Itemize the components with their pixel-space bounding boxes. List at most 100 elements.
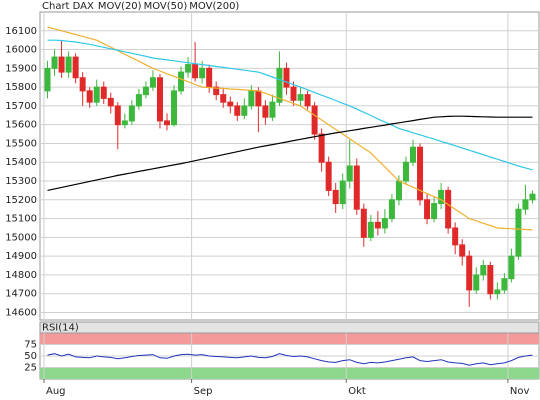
candle-body [529, 193, 536, 201]
candle-body [473, 274, 480, 291]
candle-body [128, 105, 135, 122]
y-tick-label: 15300 [5, 176, 37, 187]
candle-body [395, 180, 402, 201]
candle-body [388, 199, 395, 220]
candle-body [276, 67, 283, 103]
candle-body [325, 161, 332, 191]
candle-body [44, 67, 51, 92]
candle-body [248, 90, 255, 107]
candle-body [304, 94, 311, 107]
rsi-line [47, 353, 533, 366]
candle-body [199, 67, 206, 79]
y-tick-label: 15700 [5, 101, 37, 112]
candle-body [149, 77, 156, 88]
rsi-zone [40, 367, 539, 379]
candle-body [220, 94, 227, 103]
candle-body [311, 105, 318, 135]
candle-body [178, 71, 185, 92]
candle-body [381, 218, 388, 229]
candle-body [346, 165, 353, 182]
x-tick-label: Nov [510, 386, 530, 397]
candle-body [487, 265, 494, 295]
candle-body [156, 77, 163, 122]
candle-body [269, 101, 276, 118]
y-tick-label: 14900 [5, 251, 37, 262]
candle-body [445, 189, 452, 229]
y-tick-label: 15600 [5, 120, 37, 131]
candle-body [100, 86, 107, 99]
candle-body [522, 199, 529, 210]
candle-body [417, 146, 424, 201]
candle-body [438, 189, 445, 205]
candle-body [164, 120, 170, 126]
candle-body [51, 56, 58, 69]
candle-body [515, 208, 522, 257]
y-tick-label: 50 [24, 351, 37, 362]
plot-area [39, 11, 540, 321]
candle-body [171, 90, 178, 126]
y-tick-label: 15200 [5, 195, 37, 206]
candle-body [213, 86, 220, 96]
y-tick-label: 15100 [5, 214, 37, 225]
candle-body [121, 120, 128, 126]
rsi-header [39, 321, 540, 334]
moving-average [47, 39, 533, 171]
candle-body [459, 244, 466, 257]
moving-average [47, 26, 533, 231]
candle-body [135, 94, 142, 107]
candle-body [72, 56, 79, 79]
candle-body [262, 105, 269, 118]
candle-body [332, 189, 339, 205]
candle-body [410, 146, 416, 163]
candle-body [107, 97, 114, 107]
candle-body [86, 90, 93, 103]
candle-body [360, 208, 367, 238]
rsi-title: RSI(14) [42, 323, 79, 334]
candle-body [185, 64, 192, 73]
y-tick-label: 25 [24, 363, 37, 374]
candle-body [58, 56, 65, 73]
candle-body [452, 227, 459, 246]
y-tick-label: 14800 [5, 270, 37, 281]
moving-average [47, 115, 533, 191]
y-tick-label: 16000 [5, 45, 37, 56]
legend-entry: MOV(200) [189, 1, 239, 12]
candle-body [501, 278, 508, 291]
rsi-zone [40, 333, 539, 345]
y-tick-label: 14700 [5, 289, 37, 300]
candle-body [255, 90, 262, 107]
y-tick-label: 16100 [5, 26, 37, 37]
candle-body [318, 133, 325, 163]
y-tick-label: 75 [24, 340, 37, 351]
candle-body [241, 105, 248, 116]
candle-body [283, 67, 290, 88]
candle-body [142, 86, 149, 96]
candle-body [480, 265, 487, 276]
y-tick-label: 15000 [5, 232, 37, 243]
candle-body [367, 221, 374, 238]
candle-body [206, 67, 213, 88]
candle-body [508, 255, 515, 280]
candle-body [374, 221, 381, 229]
candle-body [114, 105, 121, 126]
x-tick-label: Okt [348, 386, 366, 397]
y-tick-label: 15400 [5, 157, 37, 168]
candle-body [353, 165, 360, 210]
candle-body [192, 64, 199, 79]
candle-body [402, 161, 409, 182]
candle-body [227, 101, 234, 107]
legend-entry: MOV(20) [98, 1, 142, 12]
candle-body [339, 180, 346, 205]
y-tick-label: 15500 [5, 138, 37, 149]
candle-body [93, 86, 100, 103]
x-tick-label: Aug [46, 386, 66, 397]
candle-body [297, 94, 304, 101]
y-tick-label: 15800 [5, 82, 37, 93]
candle-body [466, 255, 473, 291]
legend-entry: MOV(50) [144, 1, 188, 12]
candle-body [494, 289, 501, 295]
candle-body [65, 56, 72, 73]
candle-body [431, 203, 438, 220]
